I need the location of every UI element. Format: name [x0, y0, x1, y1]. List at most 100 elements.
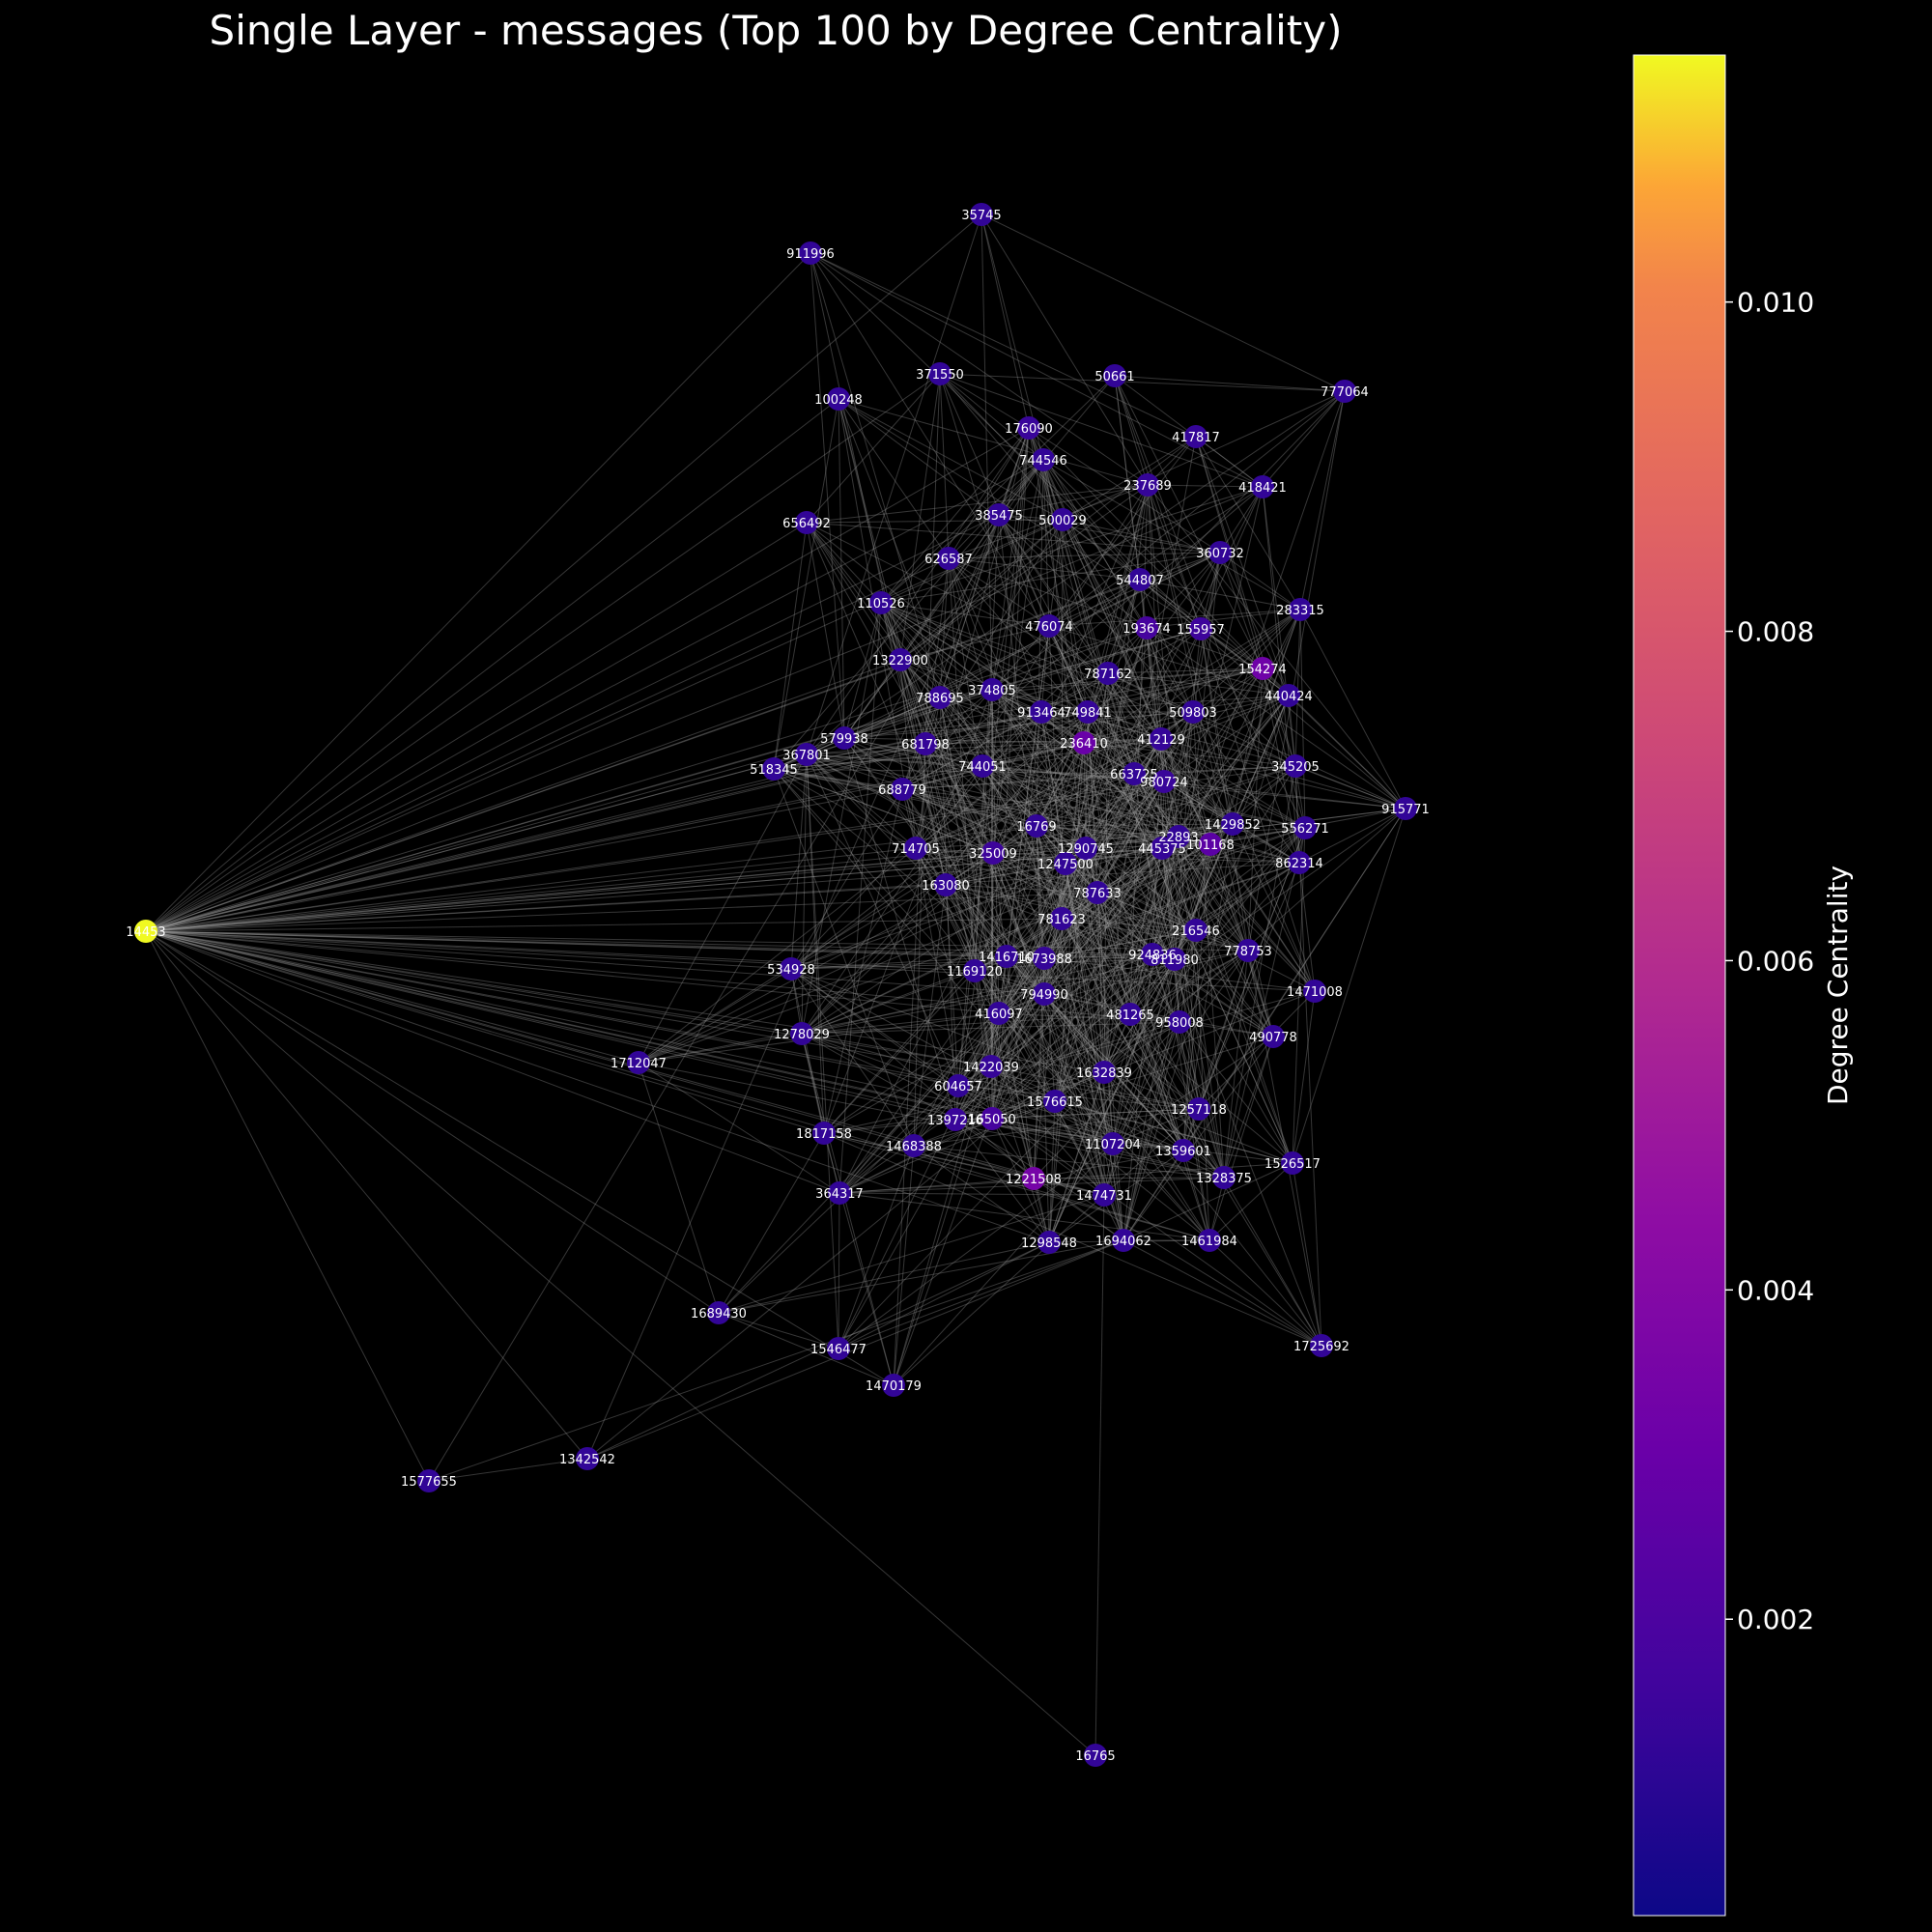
edge	[806, 373, 941, 524]
node-604657	[947, 1074, 970, 1097]
edge	[899, 519, 1064, 661]
node-label: 1673988	[1016, 952, 1072, 967]
node-label: 193674	[1122, 622, 1171, 637]
edge	[1107, 672, 1290, 696]
edge	[948, 557, 1114, 1145]
edge	[1139, 579, 1194, 713]
node-label: 374805	[968, 684, 1016, 698]
edge	[806, 753, 1163, 849]
edge	[901, 788, 1066, 865]
edge	[1161, 847, 1176, 960]
edge	[145, 930, 1050, 1243]
edge	[893, 1145, 915, 1386]
edge	[1174, 843, 1211, 960]
edge	[990, 1065, 1050, 1243]
edge	[915, 847, 1105, 1196]
edge	[790, 788, 903, 970]
edge	[145, 930, 1000, 1014]
edge	[1262, 668, 1306, 829]
edge	[806, 753, 994, 854]
edge	[991, 689, 1176, 960]
edge	[1065, 863, 1124, 1241]
edge	[1122, 1162, 1293, 1241]
edge	[899, 659, 1211, 845]
edge	[145, 930, 1096, 1756]
edge	[924, 373, 941, 745]
edge	[880, 602, 994, 854]
node-label: 1470179	[866, 1379, 922, 1394]
node-1422039	[980, 1055, 1003, 1078]
edge	[899, 373, 941, 661]
edge	[810, 252, 845, 739]
edge	[638, 1033, 803, 1064]
edge	[428, 1239, 1124, 1482]
node-1342542	[576, 1447, 599, 1470]
edge	[1146, 627, 1274, 1037]
edge	[1028, 427, 1135, 775]
edge	[998, 1012, 1114, 1145]
edge	[145, 628, 1202, 932]
edge	[998, 628, 1202, 1014]
edge	[838, 398, 950, 559]
node-label: 744546	[1019, 454, 1067, 469]
edge	[1043, 579, 1141, 959]
edge	[1160, 695, 1290, 740]
node-label: 958008	[1155, 1016, 1204, 1031]
node-1221508	[1022, 1167, 1045, 1190]
node-label: 1416710	[979, 951, 1035, 965]
edge	[1042, 459, 1089, 713]
edge	[838, 1192, 840, 1350]
edge	[145, 847, 917, 932]
colorbar-label: Degree Centrality	[1822, 866, 1854, 1105]
edge	[1096, 892, 1274, 1037]
edge	[1122, 1021, 1180, 1241]
edge	[1247, 668, 1264, 952]
edge	[974, 711, 1089, 972]
node-1694062	[1112, 1229, 1135, 1252]
edge	[939, 373, 1346, 392]
edge	[145, 486, 1264, 932]
colorbar-tick-label: 0.006	[1737, 945, 1814, 977]
edge	[823, 1012, 1000, 1134]
edge	[145, 863, 1066, 932]
edge	[145, 930, 1316, 992]
edge	[880, 602, 993, 691]
node-label: 1328375	[1196, 1172, 1252, 1186]
edge	[880, 602, 1050, 627]
edge	[838, 1021, 1180, 1194]
edge	[145, 781, 1165, 932]
edge	[998, 827, 1306, 1014]
edge	[801, 1012, 1000, 1035]
edge	[991, 689, 1249, 952]
node-193674	[1135, 616, 1158, 639]
edge	[1129, 958, 1176, 1015]
edge	[974, 514, 1000, 972]
edge	[948, 427, 1030, 559]
edge	[990, 825, 1037, 1067]
edge	[806, 522, 1098, 894]
edge	[1085, 672, 1109, 849]
edge	[1292, 990, 1316, 1164]
edge	[1036, 825, 1197, 931]
edge	[1085, 847, 1176, 960]
edge	[981, 765, 1322, 1347]
edge	[843, 737, 1085, 744]
edge	[1103, 1021, 1180, 1073]
edge	[998, 1012, 1180, 1023]
edge	[939, 373, 1064, 521]
edge	[1062, 519, 1234, 825]
node-176090	[1017, 416, 1040, 440]
edge	[1174, 958, 1225, 1179]
edge	[957, 1085, 1184, 1151]
edge	[838, 602, 882, 1194]
edge	[939, 373, 1042, 713]
node-label: 862314	[1275, 857, 1323, 871]
edge	[974, 970, 1035, 1179]
edge	[899, 659, 994, 854]
edge	[974, 970, 1180, 1023]
edge	[980, 213, 993, 691]
edge	[823, 788, 903, 1134]
edge	[901, 711, 1042, 790]
edge	[957, 1085, 1322, 1347]
edge	[1036, 823, 1234, 827]
